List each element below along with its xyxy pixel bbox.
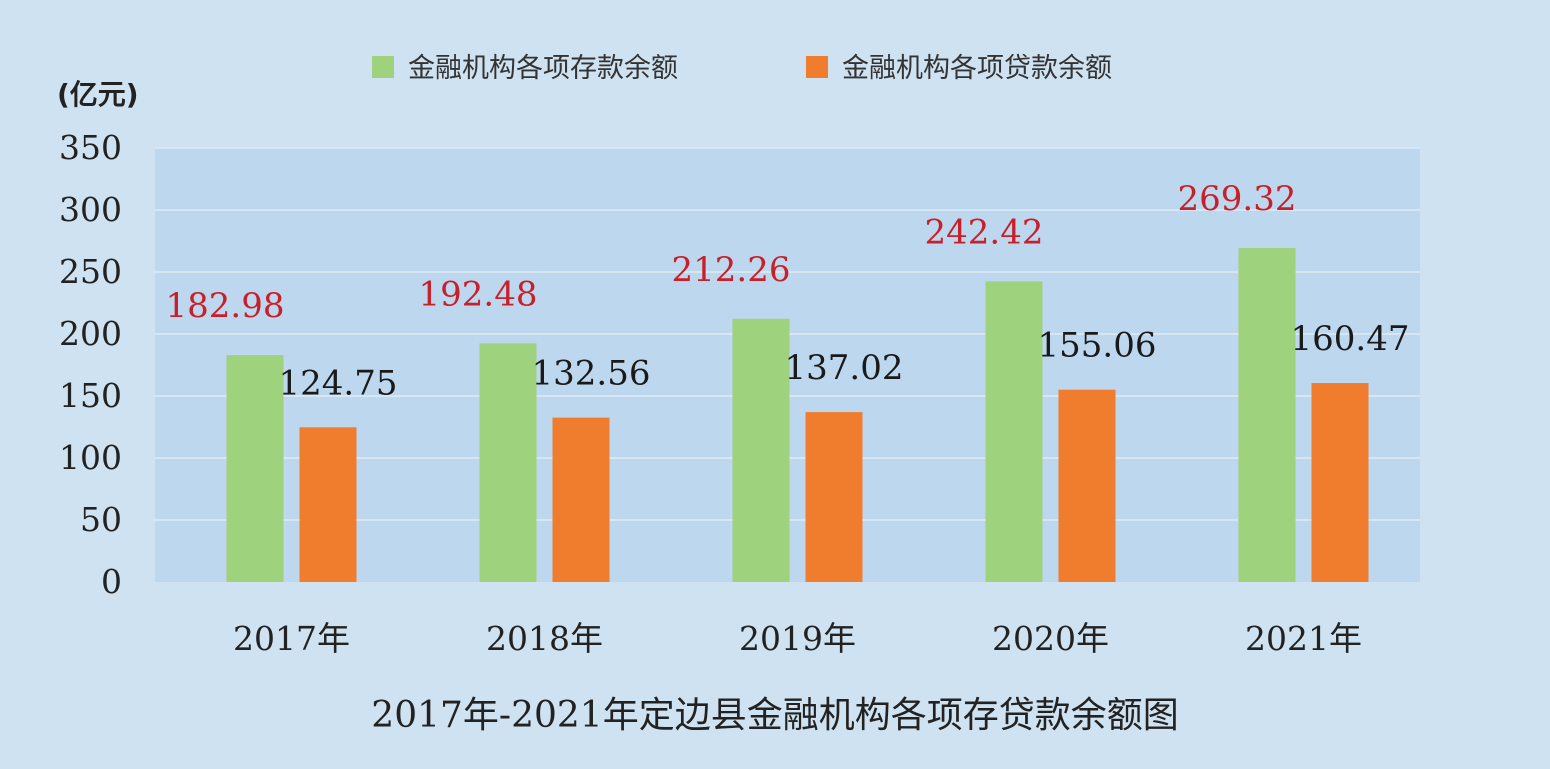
bar-loan	[552, 417, 610, 582]
legend: 金融机构各项存款余额 金融机构各项贷款余额	[372, 53, 1112, 84]
data-label-deposit: 242.42	[925, 212, 1044, 252]
bar-deposit	[479, 343, 537, 582]
bar-loan	[805, 412, 863, 582]
bar-deposit	[226, 355, 284, 582]
data-label-deposit: 182.98	[166, 286, 285, 326]
data-label-loan: 132.56	[532, 354, 651, 394]
y-tick-label: 300	[59, 190, 122, 229]
plot-area: 0 50 100 150 200 250 300 350 182.98 124.75 2017年 19…	[59, 128, 1420, 658]
bar-deposit	[1238, 248, 1296, 582]
legend-swatch-loan	[806, 56, 828, 78]
data-label-deposit: 269.32	[1178, 179, 1297, 219]
data-label-loan: 160.47	[1291, 319, 1410, 359]
y-tick-label: 250	[59, 252, 122, 291]
data-label-loan: 137.02	[785, 348, 904, 388]
bar-loan	[1058, 389, 1116, 582]
x-tick-label: 2020年	[992, 619, 1109, 658]
chart-title: 2017年-2021年定边县金融机构各项存贷款余额图	[371, 695, 1178, 736]
legend-label-deposit: 金融机构各项存款余额	[408, 53, 678, 84]
bar-deposit	[732, 318, 790, 582]
x-tick-label: 2021年	[1245, 619, 1362, 658]
legend-swatch-deposit	[372, 56, 394, 78]
data-label-deposit: 212.26	[672, 250, 791, 290]
data-label-loan: 155.06	[1038, 326, 1157, 366]
legend-label-loan: 金融机构各项贷款余额	[842, 53, 1112, 84]
data-label-deposit: 192.48	[419, 274, 538, 314]
y-tick-label: 100	[59, 438, 122, 477]
y-tick-label: 200	[59, 314, 122, 353]
y-tick-label: 350	[59, 128, 122, 167]
y-axis-unit-label: (亿元)	[57, 78, 139, 111]
x-tick-label: 2017年	[233, 619, 350, 658]
y-tick-label: 50	[80, 500, 122, 539]
x-tick-label: 2018年	[486, 619, 603, 658]
bar-loan	[299, 427, 357, 582]
y-tick-label: 150	[59, 376, 122, 415]
bar-loan	[1311, 383, 1369, 582]
data-label-loan: 124.75	[279, 363, 398, 403]
x-tick-label: 2019年	[739, 619, 856, 658]
y-tick-label: 0	[101, 562, 122, 601]
bar-deposit	[985, 281, 1043, 582]
